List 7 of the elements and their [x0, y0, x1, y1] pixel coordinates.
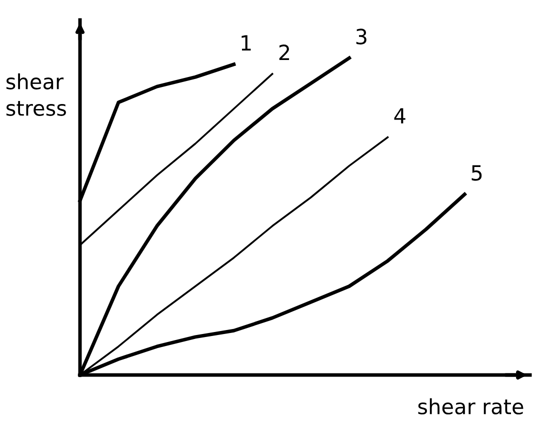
series-label: 4 [394, 108, 406, 124]
series-label: 2 [279, 44, 290, 60]
y-axis-title: shear stress [6, 73, 66, 116]
x-axis-title: shear rate [418, 398, 524, 414]
series-label: 1 [242, 35, 251, 50]
series-label: 3 [356, 28, 366, 44]
series-label: 5 [472, 165, 482, 181]
